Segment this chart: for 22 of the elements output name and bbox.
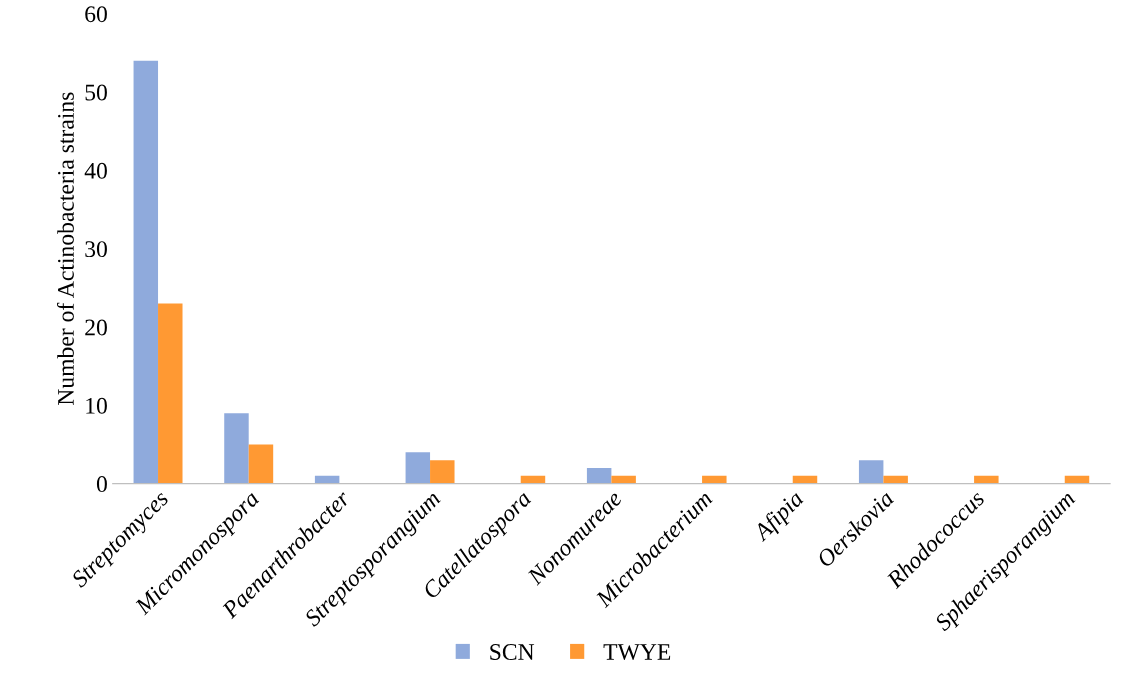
y-tick-label: 60 <box>85 6 107 23</box>
y-tick-label: 40 <box>84 162 107 179</box>
bar <box>430 460 455 484</box>
y-tick-label: 50 <box>85 84 107 101</box>
bar <box>858 460 884 484</box>
legend-label: TWYE <box>603 644 671 661</box>
bar <box>133 60 159 484</box>
y-tick-label: 30 <box>85 241 107 258</box>
bar <box>611 475 636 484</box>
bar <box>405 452 431 484</box>
y-tick-label: 20 <box>85 319 107 336</box>
bar <box>158 303 183 484</box>
bar <box>883 475 908 484</box>
bar <box>974 475 999 484</box>
bar <box>586 467 612 484</box>
bar <box>248 444 274 484</box>
bar <box>224 413 249 484</box>
y-tick-label: 10 <box>86 397 107 414</box>
y-axis-title: Number of Actinobacteria strains <box>57 92 74 406</box>
bar <box>702 475 727 484</box>
y-tick-label: 0 <box>96 476 107 493</box>
legend-label: SCN <box>490 644 535 660</box>
